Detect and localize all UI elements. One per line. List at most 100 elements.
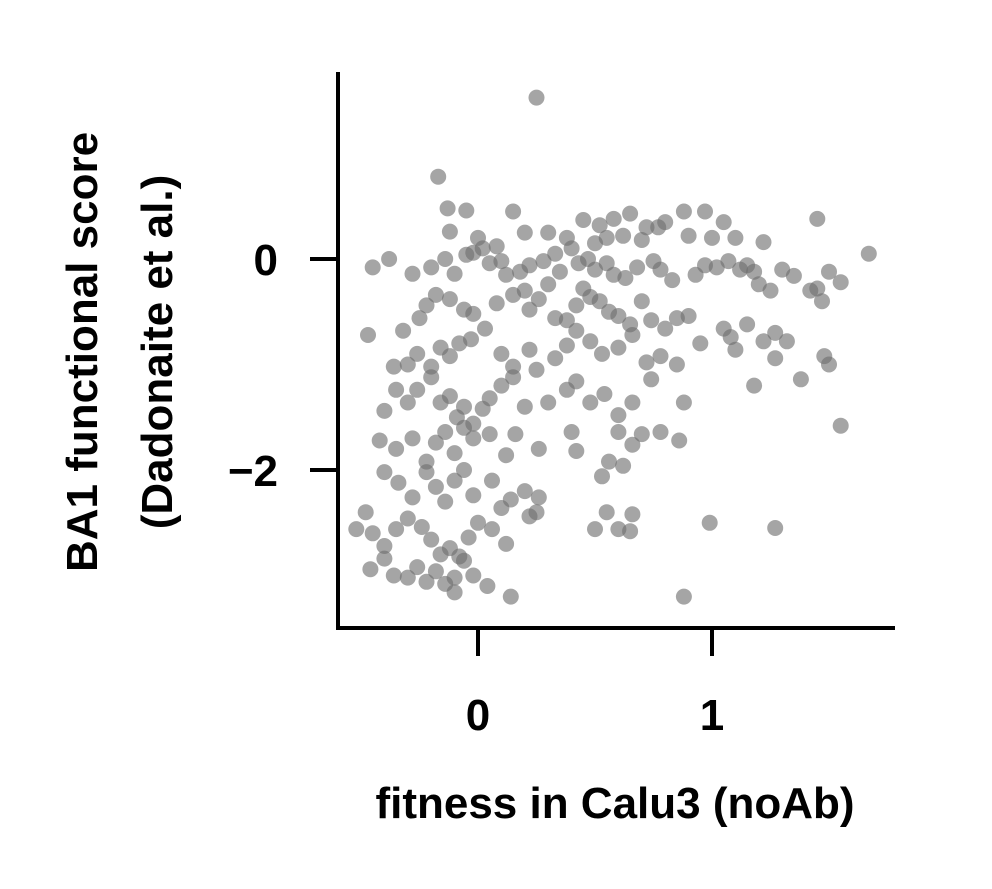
data-point <box>547 350 564 367</box>
data-point <box>528 504 545 521</box>
data-point <box>441 388 458 405</box>
data-point <box>624 327 641 343</box>
data-point <box>680 227 697 244</box>
data-point <box>502 588 519 605</box>
data-point <box>385 567 402 584</box>
data-point <box>591 293 608 310</box>
data-point <box>563 424 580 440</box>
data-point <box>371 432 388 449</box>
x-tick-label: 1 <box>700 691 724 740</box>
data-point <box>441 291 458 308</box>
data-point <box>498 447 515 464</box>
data-point <box>446 472 463 489</box>
data-point <box>664 272 681 289</box>
data-point <box>427 478 444 495</box>
data-point <box>643 312 660 329</box>
points-layer <box>348 89 877 605</box>
data-point <box>704 229 720 246</box>
data-point <box>821 356 837 373</box>
data-point <box>622 523 639 540</box>
data-point <box>456 419 472 436</box>
data-point <box>399 356 416 373</box>
data-point <box>615 457 632 474</box>
data-point <box>605 210 622 227</box>
ticks-layer: 0 1 0 −2 <box>228 236 724 740</box>
data-point <box>708 259 725 276</box>
data-point <box>596 386 613 402</box>
data-point <box>727 229 744 246</box>
data-point <box>446 569 463 586</box>
data-point <box>360 327 376 343</box>
data-point <box>456 462 472 478</box>
data-point <box>551 263 568 280</box>
data-point <box>701 514 718 531</box>
data-point <box>481 390 498 407</box>
data-point <box>668 356 685 373</box>
data-point <box>446 445 463 462</box>
data-point <box>568 373 585 390</box>
data-point <box>528 361 545 378</box>
data-point <box>591 217 608 234</box>
data-point <box>540 394 557 411</box>
data-point <box>418 573 435 590</box>
data-point <box>755 234 772 251</box>
data-point <box>418 464 435 481</box>
data-point <box>388 521 405 538</box>
data-point <box>675 394 692 411</box>
data-point <box>399 510 416 527</box>
data-point <box>404 430 421 447</box>
data-point <box>755 333 772 350</box>
data-point <box>582 333 599 350</box>
data-point <box>832 417 849 434</box>
data-point <box>498 535 515 552</box>
data-point <box>582 394 599 411</box>
data-point <box>610 424 627 440</box>
data-point <box>381 251 398 267</box>
data-point <box>430 168 447 185</box>
data-point <box>465 487 482 504</box>
data-point <box>727 341 744 358</box>
data-point <box>502 491 519 508</box>
data-point <box>610 407 627 424</box>
data-point <box>575 212 592 228</box>
data-point <box>409 381 426 398</box>
data-point <box>376 538 393 554</box>
data-point <box>530 489 547 506</box>
data-point <box>399 569 416 586</box>
data-point <box>413 519 430 535</box>
data-point <box>516 282 533 299</box>
data-point <box>675 588 692 605</box>
data-point <box>535 253 552 270</box>
data-point <box>460 529 477 546</box>
data-point <box>624 506 641 523</box>
data-point <box>528 89 545 106</box>
data-point <box>638 354 655 371</box>
data-point <box>774 261 791 278</box>
data-point <box>521 341 538 358</box>
data-point <box>348 521 365 538</box>
data-point <box>362 561 379 578</box>
data-point <box>507 426 524 443</box>
data-point <box>427 563 444 580</box>
y-tick-label: −2 <box>228 447 278 496</box>
data-point <box>739 316 756 333</box>
data-point <box>622 205 639 222</box>
data-point <box>652 261 669 278</box>
data-point <box>598 255 615 272</box>
data-point <box>643 371 660 388</box>
data-point <box>388 381 405 398</box>
data-point <box>441 223 458 240</box>
data-point <box>746 263 763 280</box>
data-point <box>465 430 482 447</box>
data-point <box>615 227 632 244</box>
data-point <box>530 291 547 308</box>
data-point <box>617 270 634 286</box>
data-point <box>814 293 830 310</box>
data-point <box>832 274 849 291</box>
data-point <box>657 320 674 337</box>
data-point <box>427 286 444 303</box>
data-point <box>547 245 564 262</box>
data-point <box>610 308 627 324</box>
data-point <box>364 259 381 276</box>
data-point <box>594 345 610 362</box>
